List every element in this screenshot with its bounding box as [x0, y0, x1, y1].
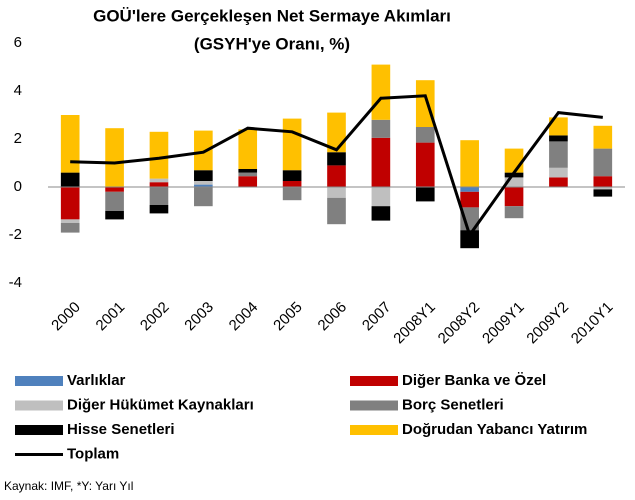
bar-segment: [415, 187, 435, 202]
bar-segment: [460, 230, 479, 249]
bar-segment: [60, 172, 80, 187]
total-line: [70, 94, 603, 239]
bar-segment: [549, 141, 568, 168]
x-tick-label: 2002: [137, 299, 173, 335]
bar-segment: [327, 187, 346, 198]
bar-segment: [105, 187, 124, 192]
bar-segment: [327, 197, 346, 225]
bar-segment: [282, 181, 302, 187]
bar-segment: [105, 211, 124, 220]
bar-segment: [549, 117, 568, 136]
bar-segment: [149, 187, 169, 205]
legend-label: Diğer Banka ve Özel: [402, 372, 546, 389]
x-tick-label: 2008Y2: [435, 299, 484, 348]
bar-segment: [194, 181, 213, 185]
legend-label: Doğrudan Yabancı Yatırım: [402, 421, 587, 438]
legend-swatch: [15, 376, 63, 386]
bar-segment: [238, 129, 258, 169]
bar-segment: [371, 137, 391, 187]
bar-segment: [593, 176, 613, 187]
bar-segment: [149, 178, 169, 183]
bar-segment: [371, 206, 391, 221]
x-tick-label: 2009Y2: [523, 299, 572, 348]
chart-subtitle: (GSYH'ye Oranı, %): [194, 34, 350, 53]
bar-segment: [149, 131, 169, 179]
y-tick-label: 6: [14, 34, 22, 51]
chart-title: GOÜ'lere Gerçekleşen Net Sermaye Akımlar…: [93, 6, 451, 25]
x-tick-label: 2004: [226, 299, 262, 335]
bar-segment: [149, 182, 169, 187]
bar-segment: [593, 148, 613, 177]
bar-segment: [194, 184, 213, 187]
y-tick-label: -2: [9, 226, 22, 243]
bar-segment: [460, 191, 479, 208]
x-tick-label: 2003: [181, 299, 217, 335]
legend-label: Diğer Hükümet Kaynakları: [67, 396, 254, 413]
x-tick-label: 2005: [270, 299, 306, 335]
legend-label: Borç Senetleri: [402, 396, 504, 413]
legend-swatch: [350, 376, 398, 386]
bar-segment: [460, 187, 479, 192]
bar-segment: [194, 170, 213, 181]
bar-segment: [460, 140, 479, 187]
bar-segment: [282, 170, 302, 181]
x-tick-label: 2000: [48, 299, 84, 335]
bar-segment: [282, 187, 302, 201]
legend-label: Varlıklar: [67, 372, 126, 389]
bar-segment: [371, 64, 391, 120]
bar-segment: [238, 176, 258, 187]
legend-swatch: [350, 425, 398, 435]
bar-segment: [60, 223, 80, 233]
bar-segment: [504, 177, 524, 187]
bar-segment: [282, 118, 302, 171]
x-tick-label: 2001: [93, 299, 129, 335]
bar-segment: [504, 148, 524, 173]
bar-segment: [194, 187, 213, 207]
bar-segment: [194, 130, 213, 171]
bar-segment: [549, 167, 568, 178]
bar-segment: [327, 152, 346, 166]
x-tick-label: 2006: [315, 299, 351, 335]
bar-segment: [105, 128, 124, 187]
bar-segment: [327, 165, 346, 187]
bar-segment: [504, 206, 524, 219]
bar-segment: [593, 125, 613, 149]
bar-segment: [593, 189, 613, 197]
bar-segment: [238, 169, 258, 173]
y-tick-label: 0: [14, 178, 22, 195]
x-tick-label: 2007: [359, 299, 395, 335]
bar-segment: [371, 187, 391, 207]
bar-segment: [60, 187, 80, 220]
y-tick-label: -4: [9, 274, 22, 291]
bar-segment: [504, 187, 524, 207]
bar-segment: [60, 115, 80, 173]
legend-label: Toplam: [67, 445, 119, 462]
bar-segment: [238, 172, 258, 177]
source-note: Kaynak: IMF, *Y: Yarı Yıl: [4, 479, 133, 493]
bar-segment: [149, 205, 169, 214]
bar-segment: [415, 142, 435, 187]
bar-segment: [415, 127, 435, 143]
legend-swatch: [15, 400, 63, 411]
legend-label: Hisse Senetleri: [67, 421, 175, 438]
bar-segment: [549, 177, 568, 187]
legend-swatch: [15, 425, 63, 435]
y-tick-label: 2: [14, 130, 22, 147]
x-tick-label: 2010Y1: [568, 299, 617, 348]
y-tick-label: 4: [14, 82, 22, 99]
bar-segment: [593, 187, 613, 190]
bar-segment: [371, 119, 391, 138]
bar-segment: [549, 135, 568, 142]
x-tick-label: 2008Y1: [390, 299, 439, 348]
x-tick-label: 2009Y1: [479, 299, 528, 348]
bar-segment: [105, 191, 124, 211]
bar-segment: [60, 219, 80, 223]
legend-swatch: [350, 400, 398, 411]
